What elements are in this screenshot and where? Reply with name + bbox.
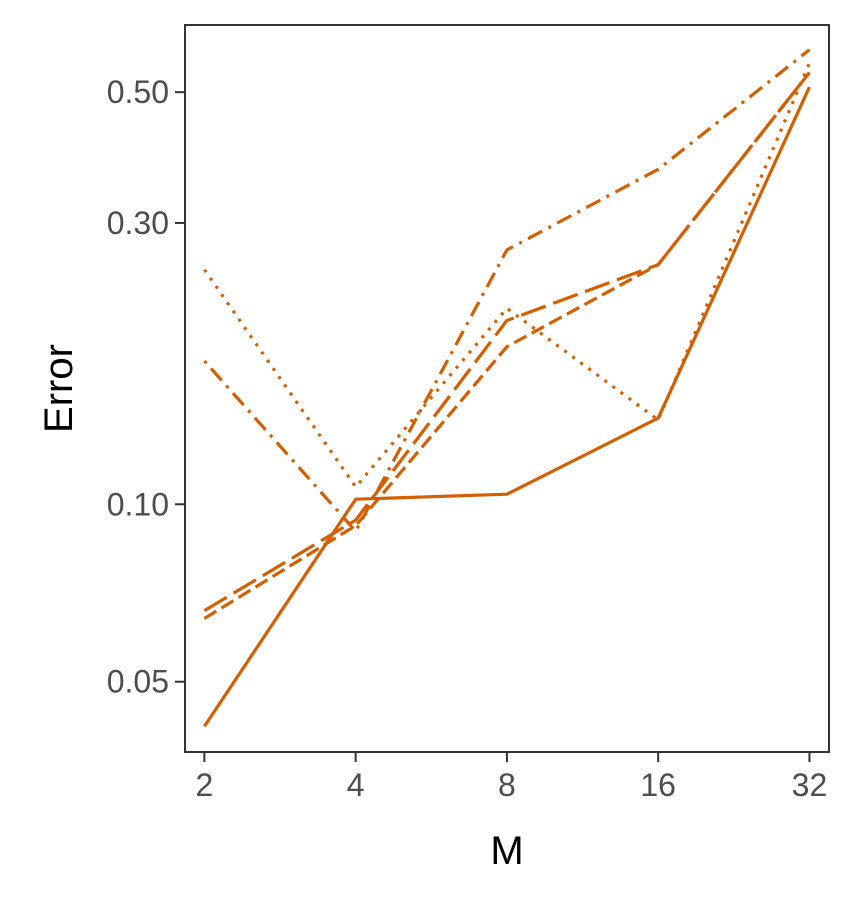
series-layer bbox=[203, 48, 811, 728]
y-axis-title: Error bbox=[37, 344, 81, 433]
x-tick-label: 32 bbox=[792, 767, 828, 803]
x-tick-label: 2 bbox=[195, 767, 213, 803]
series-line-solid bbox=[203, 86, 811, 728]
series-line-dotted bbox=[203, 62, 811, 489]
y-tick-label: 0.10 bbox=[107, 486, 169, 522]
x-tick-label: 16 bbox=[640, 767, 676, 803]
plot-panel-border bbox=[184, 24, 830, 753]
y-tick-label: 0.30 bbox=[107, 205, 169, 241]
series-line-longdash bbox=[203, 71, 811, 612]
axes: 2 4 8 16 32 0.05 0.10 0.30 0.50 bbox=[107, 74, 828, 803]
series-line-dotdash bbox=[203, 48, 811, 533]
x-tick-label: 4 bbox=[347, 767, 365, 803]
y-tick-label: 0.05 bbox=[107, 664, 169, 700]
y-tick-label: 0.50 bbox=[107, 74, 169, 110]
x-axis-title: M bbox=[490, 829, 523, 873]
x-tick-label: 8 bbox=[498, 767, 516, 803]
series-line-dashed bbox=[203, 71, 811, 620]
